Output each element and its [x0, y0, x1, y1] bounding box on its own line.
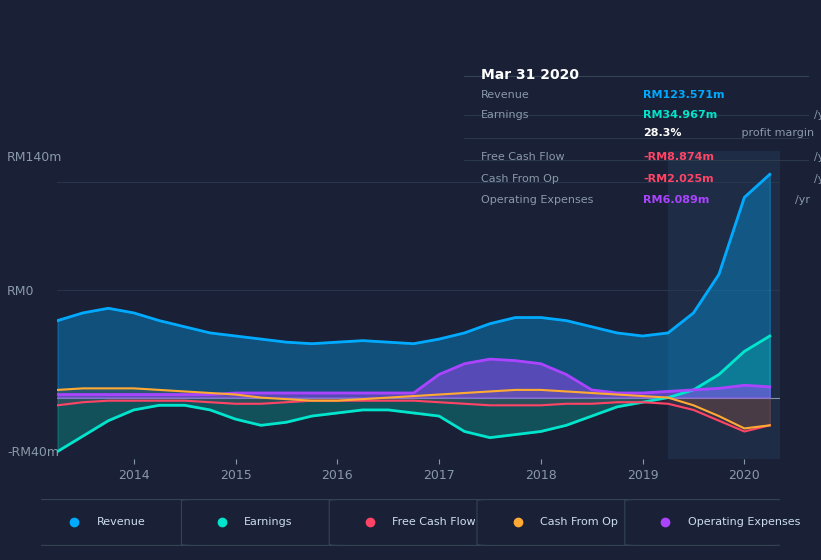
Text: Earnings: Earnings	[481, 110, 530, 120]
FancyBboxPatch shape	[625, 500, 784, 545]
Text: /yr: /yr	[795, 195, 810, 206]
Text: profit margin: profit margin	[738, 128, 814, 138]
FancyBboxPatch shape	[181, 500, 341, 545]
Text: -RM8.874m: -RM8.874m	[643, 152, 714, 162]
Text: Revenue: Revenue	[481, 90, 530, 100]
Text: /yr: /yr	[814, 174, 821, 184]
Text: /yr: /yr	[814, 152, 821, 162]
Text: 28.3%: 28.3%	[643, 128, 681, 138]
Text: RM34.967m: RM34.967m	[643, 110, 718, 120]
Text: Operating Expenses: Operating Expenses	[481, 195, 594, 206]
Text: RM0: RM0	[7, 285, 34, 298]
FancyBboxPatch shape	[329, 500, 488, 545]
Bar	[668, 151, 796, 459]
FancyBboxPatch shape	[477, 500, 636, 545]
Text: RM6.089m: RM6.089m	[643, 195, 709, 206]
Text: Free Cash Flow: Free Cash Flow	[481, 152, 565, 162]
Text: -RM2.025m: -RM2.025m	[643, 174, 713, 184]
Text: Earnings: Earnings	[245, 517, 293, 527]
Text: RM140m: RM140m	[7, 151, 62, 164]
Text: Operating Expenses: Operating Expenses	[688, 517, 800, 527]
Text: /yr: /yr	[814, 110, 821, 120]
Text: RM123.571m: RM123.571m	[643, 90, 725, 100]
Text: Free Cash Flow: Free Cash Flow	[392, 517, 475, 527]
Text: Cash From Op: Cash From Op	[481, 174, 559, 184]
FancyBboxPatch shape	[34, 500, 193, 545]
Text: Revenue: Revenue	[97, 517, 145, 527]
Text: Mar 31 2020: Mar 31 2020	[481, 68, 579, 82]
Text: Cash From Op: Cash From Op	[540, 517, 617, 527]
Text: -RM40m: -RM40m	[7, 446, 59, 459]
